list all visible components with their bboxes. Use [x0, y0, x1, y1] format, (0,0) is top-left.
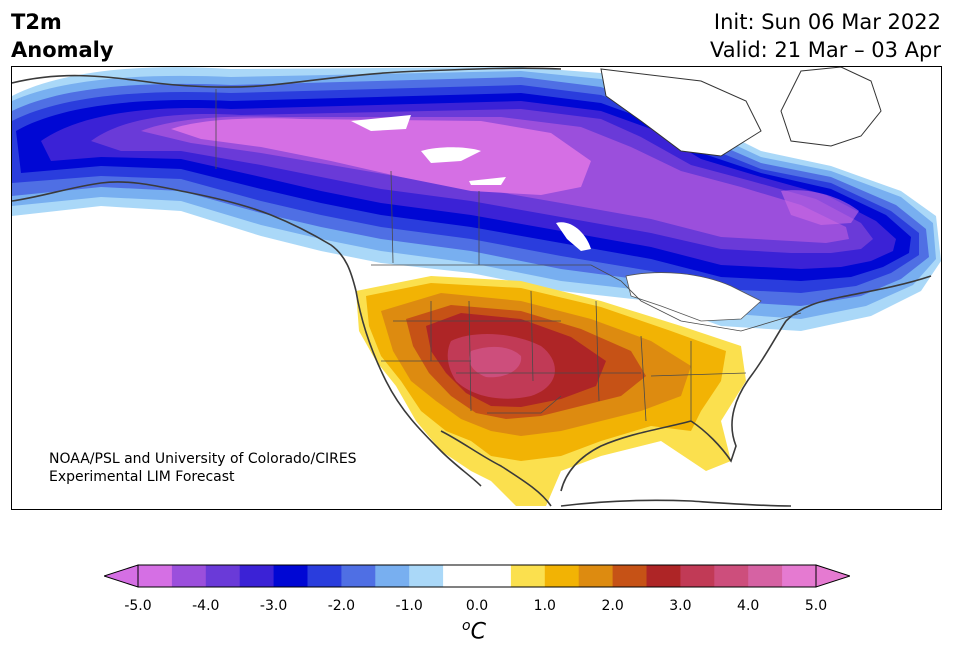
colorbar-tick-label: 3.0 — [669, 598, 692, 614]
forecast-dates: Init: Sun 06 Mar 2022 Valid: 21 Mar – 03… — [710, 8, 941, 64]
colorbar-swatch — [273, 565, 308, 587]
credit-line-1: NOAA/PSL and University of Colorado/CIRE… — [49, 451, 357, 467]
colorbar-swatch — [782, 565, 817, 587]
colorbar-tick-label: -1.0 — [395, 598, 423, 614]
political-borders — [215, 89, 802, 422]
colorbar-tick-label: -4.0 — [192, 598, 220, 614]
colorbar-swatch — [510, 565, 546, 587]
colorbar-tick-label: 2.0 — [601, 598, 624, 614]
colorbar-tick-label: 1.0 — [533, 598, 556, 614]
anomaly-map — [11, 66, 942, 510]
colorbar-tick-label: -2.0 — [327, 598, 356, 614]
valid-range: Valid: 21 Mar – 03 Apr — [710, 38, 941, 62]
colorbar-tick-label: -3.0 — [259, 598, 288, 614]
init-date: Init: Sun 06 Mar 2022 — [713, 10, 941, 34]
colorbar-extend-high — [815, 564, 850, 588]
colorbar — [104, 564, 850, 588]
colorbar-swatch — [680, 565, 715, 587]
colorbar-border — [137, 564, 817, 588]
colorbar-ticks: -5.0 -4.0 -3.0 -2.0 -1.0 0.0 1.0 2.0 3.0 4.0 5.0 — [0, 598, 953, 618]
title-line-1: T2m — [11, 10, 62, 34]
unit-celsius: C — [470, 619, 486, 645]
colorbar-swatch — [714, 565, 749, 587]
colorbar-tick-label: -5.0 — [124, 598, 152, 614]
colorbar-swatch — [375, 565, 410, 587]
credit-line-2: Experimental LIM Forecast — [49, 469, 235, 485]
map-title: T2m Anomaly — [11, 8, 114, 64]
unit-label: oC — [462, 618, 486, 644]
unit-degree-sup: o — [462, 618, 471, 634]
colorbar-swatch — [171, 565, 207, 587]
colorbar-swatch — [646, 565, 681, 587]
colorbar-swatch — [307, 565, 342, 587]
title-line-2: Anomaly — [11, 38, 114, 62]
colorbar-swatch — [748, 565, 783, 587]
warm-anomaly-region — [356, 276, 746, 506]
colorbar-tick-label: 5.0 — [804, 598, 828, 614]
coastlines — [12, 67, 932, 507]
colorbar-swatch — [205, 565, 241, 587]
colorbar-swatch — [341, 565, 376, 587]
colorbar-tick-label: 4.0 — [737, 598, 760, 614]
water-bodies — [351, 67, 882, 322]
colorbar-swatch — [477, 565, 512, 587]
colorbar-tick-label: 0.0 — [465, 598, 489, 614]
credit-note: NOAA/PSL and University of Colorado/CIRE… — [49, 450, 357, 486]
colorbar-swatch — [443, 565, 478, 587]
colorbar-swatch — [138, 565, 173, 587]
colorbar-swatch — [612, 565, 647, 587]
colorbar-swatch — [239, 565, 275, 587]
colorbar-swatch — [544, 565, 580, 587]
colorbar-swatch — [409, 565, 444, 587]
colorbar-swatch — [578, 565, 614, 587]
colorbar-extend-low — [104, 564, 139, 588]
